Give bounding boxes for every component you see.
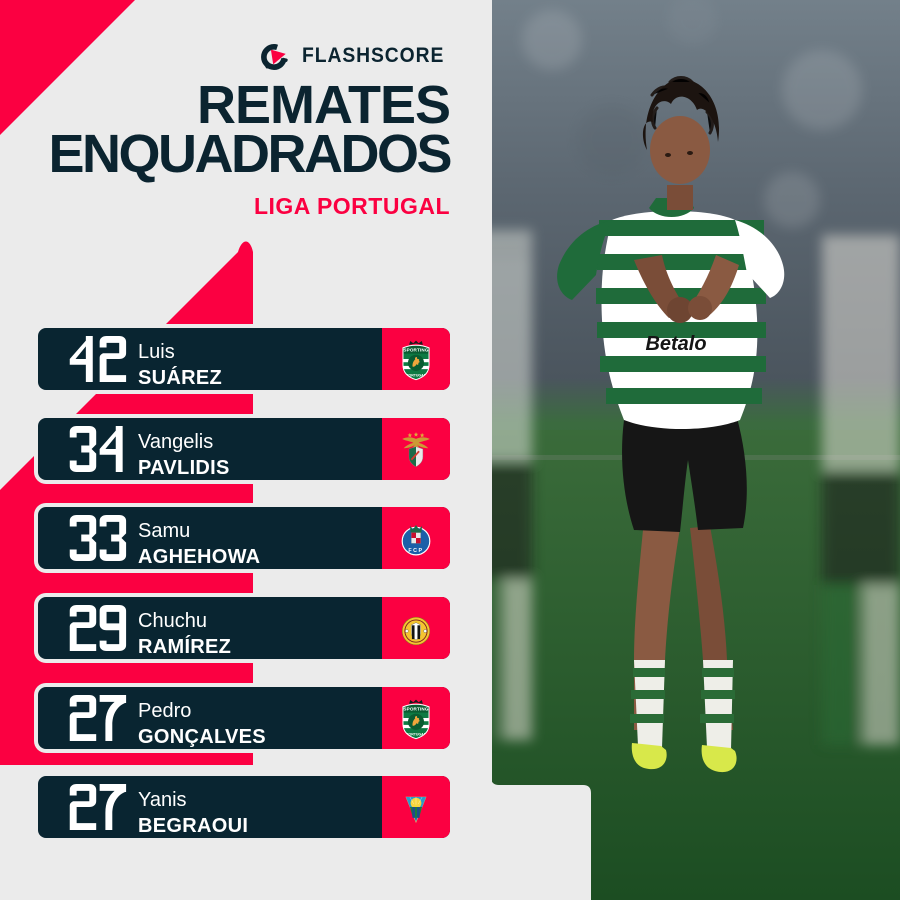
svg-text:SPORTING: SPORTING (403, 348, 428, 353)
svg-text:FCP: FCP (408, 548, 423, 554)
svg-text:SPORTING: SPORTING (403, 706, 428, 711)
